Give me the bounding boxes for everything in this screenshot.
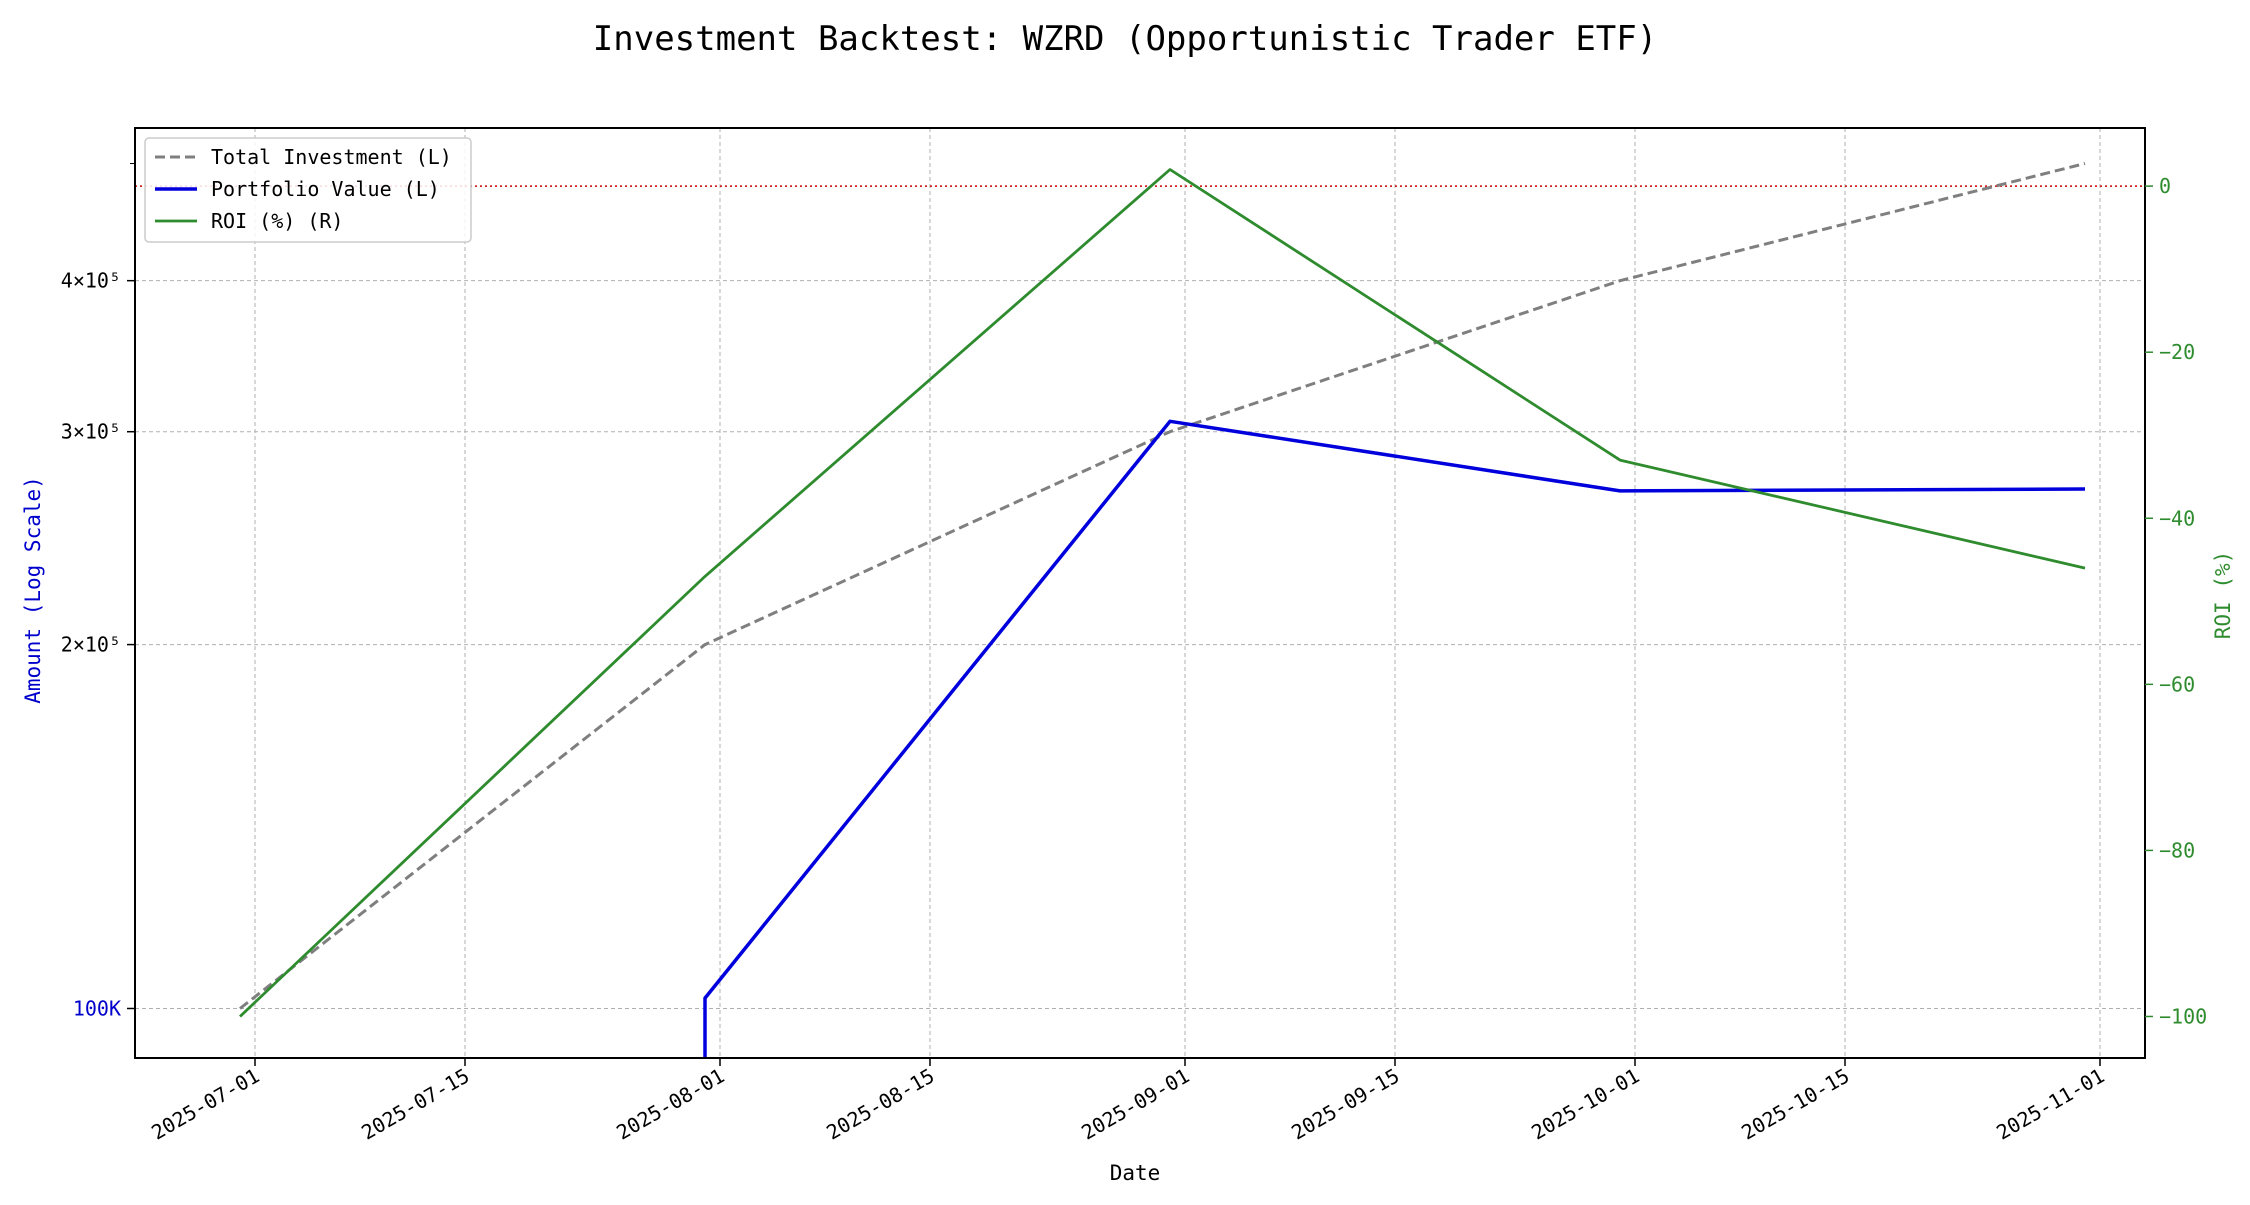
right-tick-label: −40 — [2159, 506, 2195, 530]
x-tick-label: 2025-07-01 — [147, 1064, 263, 1145]
right-axis: 0 −20 −40 −60 −80 −100 — [2145, 174, 2207, 1028]
right-tick-label: 0 — [2159, 174, 2171, 198]
right-tick-label: −80 — [2159, 838, 2195, 862]
series-layer — [239, 162, 2086, 1058]
legend: Total Investment (L) Portfolio Value (L) R… — [144, 137, 472, 243]
left-axis: 100K 2×10⁵ 3×10⁵ 4×10⁵ — [61, 163, 135, 1020]
series-line-0 — [239, 162, 2086, 1010]
left-tick-label: 4×10⁵ — [61, 269, 121, 293]
left-tick-label: 2×10⁵ — [61, 633, 121, 657]
left-tick-label: 3×10⁵ — [61, 420, 121, 444]
x-tick-label: 2025-11-01 — [1992, 1064, 2108, 1145]
x-tick-label: 2025-09-01 — [1077, 1064, 1193, 1145]
x-tick-label: 2025-08-01 — [612, 1064, 728, 1145]
x-axis-label: Date — [1110, 1161, 1161, 1185]
legend-label: ROI (%) (R) — [211, 209, 343, 233]
right-tick-label: −100 — [2159, 1004, 2207, 1028]
plot-frame — [134, 127, 2146, 1059]
legend-box — [144, 137, 472, 243]
x-tick-label: 2025-10-01 — [1527, 1064, 1643, 1145]
x-tick-label: 2025-09-15 — [1287, 1064, 1403, 1145]
grid — [135, 128, 2145, 1058]
legend-label: Total Investment (L) — [211, 145, 452, 169]
x-tick-label: 2025-10-15 — [1737, 1064, 1853, 1145]
series-line-2 — [239, 168, 2086, 1018]
right-tick-label: −60 — [2159, 672, 2195, 696]
left-axis-label: Amount (Log Scale) — [21, 476, 45, 704]
series-line-1 — [703, 419, 2086, 1058]
chart-title: Investment Backtest: WZRD (Opportunistic… — [593, 19, 1657, 59]
x-tick-label: 2025-07-15 — [357, 1064, 473, 1145]
x-axis: 2025-07-01 2025-07-15 2025-08-01 2025-08-15… — [147, 1058, 2109, 1145]
left-tick-label: 100K — [73, 996, 121, 1020]
x-tick-label: 2025-08-15 — [822, 1064, 938, 1145]
right-tick-label: −20 — [2159, 340, 2195, 364]
right-axis-label: ROI (%) — [2211, 551, 2235, 640]
legend-label: Portfolio Value (L) — [211, 177, 440, 201]
